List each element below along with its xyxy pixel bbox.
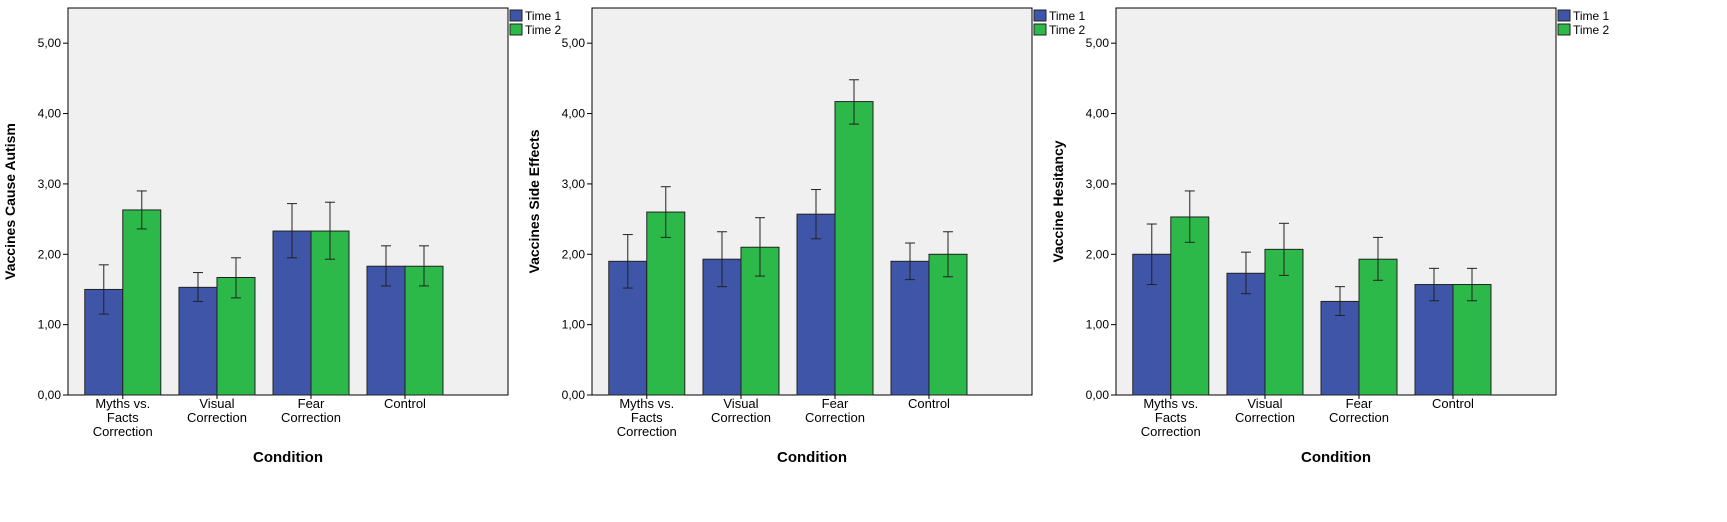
legend-label: Time 1 [1573, 9, 1610, 23]
y-tick-label: 5,00 [38, 36, 62, 50]
legend-label: Time 2 [1573, 23, 1610, 37]
x-tick-label: Correction [93, 424, 153, 439]
x-tick-label: Fear [1346, 396, 1373, 411]
x-tick-label: Facts [631, 410, 663, 425]
legend-swatch-time2 [1557, 23, 1571, 36]
x-tick-label: Visual [199, 396, 234, 411]
x-tick-label: Myths vs. [95, 396, 150, 411]
x-tick-label: Correction [711, 410, 771, 425]
y-tick-label: 2,00 [1086, 247, 1110, 261]
x-tick-label: Correction [187, 410, 247, 425]
legend-label: Time 1 [525, 9, 562, 23]
bar-time1 [178, 286, 218, 396]
legend-swatch-time2 [509, 23, 523, 36]
x-tick-label: Facts [1155, 410, 1187, 425]
bar-time2 [122, 209, 162, 396]
x-tick-label: Correction [617, 424, 677, 439]
x-tick-label: Myths vs. [1143, 396, 1198, 411]
legend-swatch-time1 [1033, 9, 1047, 22]
x-tick-label: Correction [1329, 410, 1389, 425]
y-tick-label: 0,00 [1086, 388, 1110, 402]
bar-time2 [646, 211, 686, 396]
x-tick-label: Correction [281, 410, 341, 425]
x-tick-label: Fear [822, 396, 849, 411]
x-tick-label: Control [1432, 396, 1474, 411]
chart-panel-2: 0,00 1,00 2,00 3,00 4,00 5,00 Vaccines Side Ef… [526, 7, 1086, 466]
x-tick-label: Myths vs. [619, 396, 674, 411]
x-tick-label: Visual [1247, 396, 1282, 411]
x-axis-label: Condition [777, 449, 847, 466]
legend-swatch-time1 [509, 9, 523, 22]
bar-time1 [1320, 300, 1360, 396]
chart-panel-3: 0,00 1,00 2,00 3,00 4,00 5,00 Vaccine Hesitanc… [1050, 7, 1610, 466]
y-tick-label: 5,00 [1086, 36, 1110, 50]
y-tick-label: 3,00 [38, 177, 62, 191]
chart-panel-1: 0,00 1,00 2,00 3,00 4,00 5,00 Vaccines Cause A… [2, 7, 562, 466]
bar-time2 [1170, 216, 1210, 396]
legend-label: Time 2 [1049, 23, 1086, 37]
x-tick-label: Fear [298, 396, 325, 411]
bar-time1 [1414, 284, 1454, 396]
y-tick-label: 3,00 [1086, 177, 1110, 191]
x-tick-label: Correction [1235, 410, 1295, 425]
y-tick-label: 2,00 [38, 247, 62, 261]
bar-time2 [216, 276, 256, 396]
y-tick-label: 4,00 [38, 107, 62, 121]
y-tick-label: 2,00 [562, 247, 586, 261]
x-tick-label: Visual [723, 396, 758, 411]
y-tick-label: 3,00 [562, 177, 586, 191]
bar-time1 [1226, 272, 1266, 396]
y-tick-label: 1,00 [562, 318, 586, 332]
y-axis-label: Vaccine Hesitancy [1050, 140, 1066, 262]
bar-time2 [404, 265, 444, 396]
x-tick-label: Facts [107, 410, 139, 425]
bar-time1 [796, 213, 836, 396]
x-tick-label: Correction [805, 410, 865, 425]
x-axis-label: Condition [1301, 449, 1371, 466]
y-tick-label: 1,00 [38, 318, 62, 332]
y-tick-label: 1,00 [1086, 318, 1110, 332]
legend-label: Time 2 [525, 23, 562, 37]
y-tick-label: 5,00 [562, 36, 586, 50]
legend-swatch-time1 [1557, 9, 1571, 22]
y-axis-label: Vaccines Cause Autism [2, 123, 18, 280]
legend-swatch-time2 [1033, 23, 1047, 36]
x-tick-label: Correction [1141, 424, 1201, 439]
y-tick-label: 4,00 [562, 107, 586, 121]
legend-label: Time 1 [1049, 9, 1086, 23]
x-tick-label: Control [908, 396, 950, 411]
y-axis-label: Vaccines Side Effects [526, 129, 542, 273]
bar-time2 [928, 253, 968, 396]
y-tick-label: 0,00 [562, 388, 586, 402]
y-tick-label: 4,00 [1086, 107, 1110, 121]
x-axis-label: Condition [253, 449, 323, 466]
y-tick-label: 0,00 [38, 388, 62, 402]
bar-time1 [366, 265, 406, 396]
x-tick-label: Control [384, 396, 426, 411]
bar-time1 [890, 260, 930, 396]
bar-time2 [834, 101, 874, 396]
